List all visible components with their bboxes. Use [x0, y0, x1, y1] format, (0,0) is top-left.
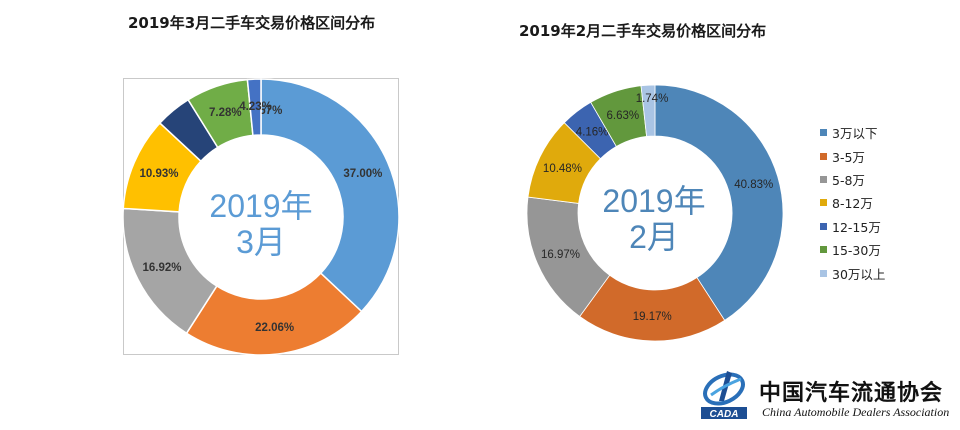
slice-label-february-6: 1.74%	[636, 93, 669, 105]
chart-title-march: 2019年3月二手车交易价格区间分布	[128, 14, 376, 32]
slice-label-march-3: 10.93%	[139, 168, 178, 180]
association-name-english: China Automobile Dealers Association	[762, 405, 950, 419]
slice-label-february-2: 16.97%	[541, 249, 580, 261]
legend-swatch	[820, 246, 827, 254]
slice-label-march-2: 16.92%	[143, 262, 182, 274]
slice-march-4	[246, 78, 262, 137]
legend-item: 3-5万	[820, 144, 885, 167]
slice-label-february-0: 40.83%	[734, 179, 773, 191]
legend-item: 15-30万	[820, 238, 885, 261]
slice-february-6	[640, 84, 656, 137]
legend-swatch	[820, 269, 827, 277]
center-month-march: 3月	[236, 224, 286, 260]
center-month-february: 2月	[629, 219, 679, 255]
donut-center-label-february: 2019年 2月	[576, 183, 732, 255]
legend-label: 5-8万	[832, 172, 865, 188]
center-year-february: 2019年	[602, 183, 706, 219]
slice-march-0	[260, 78, 400, 313]
legend-label: 8-12万	[832, 196, 873, 212]
chart-legend: 3万以下 3-5万 5-8万 8-12万 12-15万 15-30万 30万以上	[820, 121, 885, 285]
cada-emblem-icon: CADA	[701, 371, 747, 420]
center-year-march: 2019年	[209, 188, 313, 224]
slice-label-march-1: 22.06%	[255, 322, 294, 334]
legend-item: 5-8万	[820, 168, 885, 191]
slice-february-0	[654, 84, 784, 321]
legend-label: 3-5万	[832, 149, 865, 165]
legend-item: 8-12万	[820, 191, 885, 214]
cada-emblem-text: CADA	[710, 409, 739, 420]
legend-swatch	[820, 199, 827, 207]
legend-item: 30万以上	[820, 261, 885, 284]
chart-title-february: 2019年2月二手车交易价格区间分布	[519, 22, 767, 40]
slice-label-march-4: 4.23%	[239, 101, 272, 113]
legend-label: 30万以上	[832, 266, 886, 282]
association-name-chinese: 中国汽车流通协会	[759, 380, 944, 406]
donut-center-label-march: 2019年 3月	[183, 188, 339, 260]
legend-swatch	[820, 222, 827, 230]
slice-label-february-3: 10.48%	[543, 163, 582, 175]
legend-swatch	[820, 152, 827, 160]
slice-label-february-1: 19.17%	[633, 311, 672, 323]
legend-item: 3万以下	[820, 121, 885, 144]
legend-label: 12-15万	[832, 219, 881, 235]
legend-item: 12-15万	[820, 215, 885, 238]
legend-label: 15-30万	[832, 243, 881, 259]
legend-label: 3万以下	[832, 126, 878, 142]
slice-label-march-0: 37.00%	[343, 168, 382, 180]
slice-label-march-5: 7.28%	[209, 107, 242, 119]
legend-swatch	[820, 175, 827, 183]
slice-label-february-5: 6.63%	[607, 110, 640, 122]
cada-logo: CADA 中国汽车流通协会 China Automobile Dealers A…	[697, 365, 957, 427]
legend-swatch	[820, 129, 827, 137]
slice-label-february-4: 4.16%	[576, 126, 609, 138]
